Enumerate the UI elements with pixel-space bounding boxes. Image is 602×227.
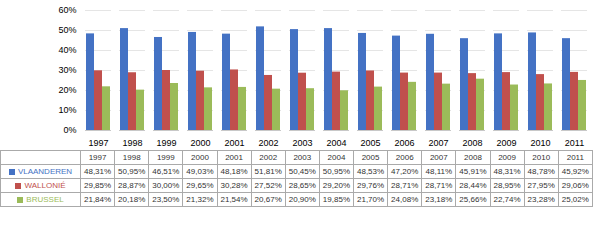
svg-text:2004: 2004 (326, 138, 346, 148)
html-text:1998: 1998 (122, 153, 141, 162)
html-text:48,53%: 48,53% (357, 167, 385, 176)
html-text:21,70%: 21,70% (357, 195, 385, 204)
html-text:BRUSSEL: BRUSSEL (26, 195, 64, 204)
svg-text:2006: 2006 (394, 138, 414, 148)
html-text:28,95%: 28,95% (493, 181, 521, 190)
html-text:2010: 2010 (532, 153, 551, 162)
html-text:45,91%: 45,91% (459, 167, 487, 176)
html-text:1997: 1997 (88, 153, 107, 162)
html-text:20,90%: 20,90% (288, 195, 316, 204)
svg-text:2008: 2008 (462, 138, 482, 148)
html-text:20,67%: 20,67% (254, 195, 282, 204)
html-text:27,95%: 27,95% (527, 181, 555, 190)
html-text:30,28%: 30,28% (220, 181, 248, 190)
html-text:29,76%: 29,76% (357, 181, 385, 190)
html-text:45,92%: 45,92% (561, 167, 589, 176)
html-text:47,20%: 47,20% (391, 167, 419, 176)
svg-text:0%: 0% (63, 125, 76, 135)
html-text:50,45%: 50,45% (288, 167, 316, 176)
html-text:29,85%: 29,85% (84, 181, 112, 190)
svg-text:1997: 1997 (88, 138, 108, 148)
html-text:23,18%: 23,18% (425, 195, 453, 204)
html-text:2001: 2001 (225, 153, 243, 162)
html-text:21,54%: 21,54% (220, 195, 248, 204)
html-text:25,02%: 25,02% (561, 195, 589, 204)
html-text:50,95%: 50,95% (322, 167, 350, 176)
html-text:21,32%: 21,32% (186, 195, 214, 204)
html-text:23,28%: 23,28% (527, 195, 555, 204)
html-text:28,87%: 28,87% (118, 181, 146, 190)
html-text:VLAANDEREN: VLAANDEREN (17, 167, 73, 176)
html-text:22,74%: 22,74% (493, 195, 521, 204)
svg-text:50%: 50% (58, 25, 76, 35)
html-text:2007: 2007 (429, 153, 448, 162)
html-text:30,00%: 30,00% (152, 181, 180, 190)
html-text:2000: 2000 (191, 153, 209, 162)
html-text:2006: 2006 (395, 153, 414, 162)
svg-text:2010: 2010 (530, 138, 550, 148)
html-text:2002: 2002 (259, 153, 278, 162)
svg-text:2005: 2005 (360, 138, 380, 148)
html-text:48,78%: 48,78% (527, 167, 555, 176)
svg-text:2007: 2007 (428, 138, 448, 148)
html-text:48,18%: 48,18% (220, 167, 248, 176)
html-text:51,81%: 51,81% (254, 167, 282, 176)
svg-text:60%: 60% (58, 5, 76, 15)
svg-text:2001: 2001 (224, 138, 244, 148)
html-text:49,03%: 49,03% (186, 167, 214, 176)
html-text:2011: 2011 (566, 153, 584, 162)
svg-text:20%: 20% (58, 85, 76, 95)
svg-text:2000: 2000 (190, 138, 210, 148)
html-text:28,71%: 28,71% (391, 181, 419, 190)
svg-text:40%: 40% (58, 45, 76, 55)
html-text:48,31%: 48,31% (84, 167, 112, 176)
svg-text:1998: 1998 (122, 138, 142, 148)
html-text:WALLONIÉ: WALLONIÉ (24, 181, 66, 190)
html-text:46,51%: 46,51% (152, 167, 180, 176)
html-text:19,85%: 19,85% (322, 195, 350, 204)
html-text:28,44%: 28,44% (459, 181, 487, 190)
svg-text:2003: 2003 (292, 138, 312, 148)
html-text:48,31%: 48,31% (493, 167, 521, 176)
svg-text:10%: 10% (58, 105, 76, 115)
html-text:29,06%: 29,06% (561, 181, 589, 190)
html-text:2009: 2009 (498, 153, 516, 162)
html-text:2004: 2004 (327, 153, 346, 162)
html-text:23,50%: 23,50% (152, 195, 180, 204)
html-text:28,71%: 28,71% (425, 181, 453, 190)
svg-text:2011: 2011 (565, 138, 584, 148)
svg-text:2002: 2002 (258, 138, 278, 148)
html-text:1999: 1999 (156, 153, 175, 162)
html-text:2005: 2005 (361, 153, 380, 162)
svg-text:1999: 1999 (156, 138, 176, 148)
html-text:50,95%: 50,95% (118, 167, 146, 176)
html-text:2008: 2008 (464, 153, 482, 162)
html-text:28,65%: 28,65% (288, 181, 316, 190)
svg-text:30%: 30% (58, 65, 76, 75)
svg-text:2009: 2009 (496, 138, 516, 148)
html-text:48,11%: 48,11% (425, 167, 453, 176)
html-text:25,66%: 25,66% (459, 195, 487, 204)
html-text:29,20%: 29,20% (322, 181, 350, 190)
html-text:24,08%: 24,08% (391, 195, 419, 204)
html-text:27,52%: 27,52% (254, 181, 282, 190)
html-text:29,65%: 29,65% (186, 181, 214, 190)
html-text:21,84%: 21,84% (84, 195, 112, 204)
html-text:2003: 2003 (293, 153, 312, 162)
html-text:20,18%: 20,18% (118, 195, 146, 204)
